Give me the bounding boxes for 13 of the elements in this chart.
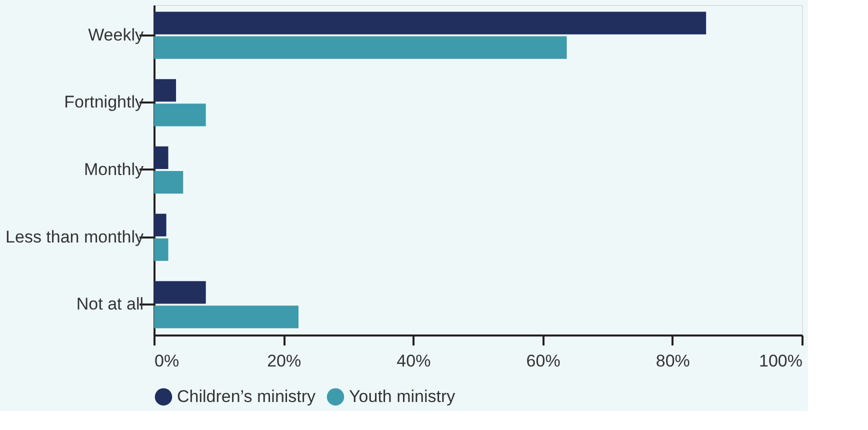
- x-tick-label: 40%: [396, 352, 431, 370]
- y-tick-label: Less than monthly: [6, 227, 144, 246]
- legend-label: Children’s ministry: [177, 386, 316, 406]
- legend-label: Youth ministry: [349, 386, 456, 406]
- y-tick-label: Monthly: [84, 160, 144, 179]
- x-tick-label: 100%: [759, 352, 802, 370]
- x-tick-label: 80%: [656, 352, 690, 370]
- y-tick-label: Not at all: [76, 294, 144, 314]
- y-tick-label: Weekly: [88, 25, 144, 44]
- y-tick-label: Fortnightly: [64, 92, 144, 112]
- x-tick-label: 60%: [526, 352, 560, 370]
- x-tick-label: 0%: [154, 352, 180, 370]
- x-tick-label: 20%: [267, 352, 302, 370]
